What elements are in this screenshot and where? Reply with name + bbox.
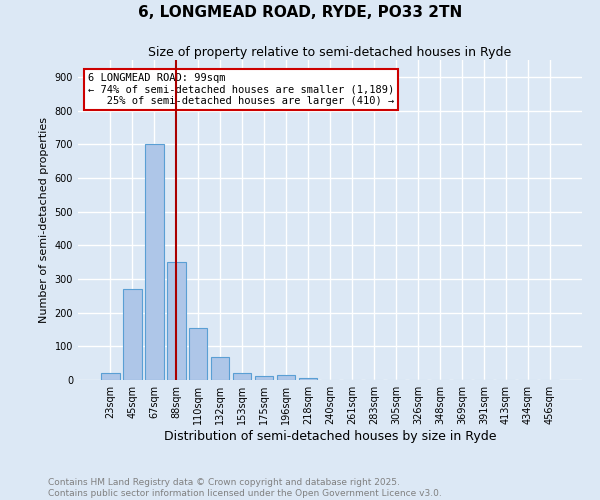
Bar	[233, 372, 251, 380]
Bar	[101, 374, 119, 380]
Bar	[211, 357, 229, 380]
Bar	[255, 376, 274, 380]
Bar	[145, 144, 164, 380]
Bar	[189, 328, 208, 380]
Bar	[277, 375, 295, 380]
X-axis label: Distribution of semi-detached houses by size in Ryde: Distribution of semi-detached houses by …	[164, 430, 496, 443]
Text: 6, LONGMEAD ROAD, RYDE, PO33 2TN: 6, LONGMEAD ROAD, RYDE, PO33 2TN	[138, 5, 462, 20]
Bar	[123, 289, 142, 380]
Bar	[167, 262, 185, 380]
Title: Size of property relative to semi-detached houses in Ryde: Size of property relative to semi-detach…	[148, 46, 512, 59]
Bar	[299, 378, 317, 380]
Text: Contains HM Land Registry data © Crown copyright and database right 2025.
Contai: Contains HM Land Registry data © Crown c…	[48, 478, 442, 498]
Y-axis label: Number of semi-detached properties: Number of semi-detached properties	[39, 117, 49, 323]
Text: 6 LONGMEAD ROAD: 99sqm
← 74% of semi-detached houses are smaller (1,189)
   25% : 6 LONGMEAD ROAD: 99sqm ← 74% of semi-det…	[88, 73, 394, 106]
